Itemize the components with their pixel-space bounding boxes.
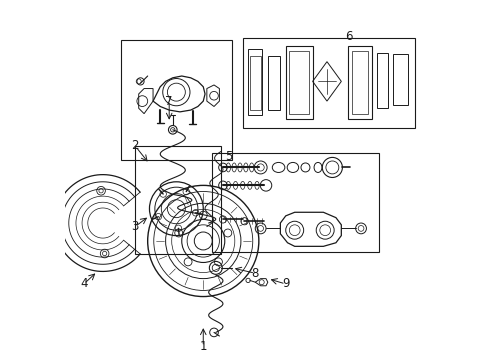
Text: 1: 1 [199, 340, 206, 353]
Text: 7: 7 [165, 95, 173, 108]
Text: 3: 3 [131, 220, 139, 233]
Text: 9: 9 [282, 278, 289, 291]
Text: 2: 2 [131, 139, 139, 152]
Text: 5: 5 [224, 150, 232, 163]
Text: 6: 6 [344, 30, 351, 43]
Text: 4: 4 [80, 278, 87, 291]
Text: 8: 8 [251, 267, 259, 280]
